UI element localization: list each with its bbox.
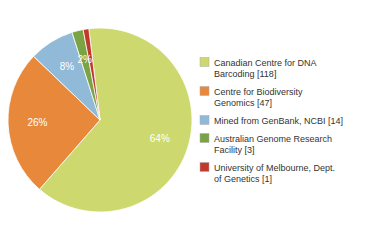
legend-item: Canadian Centre for DNABarcoding [118] [200, 58, 317, 79]
legend-label: Canadian Centre for DNABarcoding [118] [214, 58, 317, 79]
legend-label-line: Canadian Centre for DNA [214, 58, 317, 68]
legend-label-line: of Genetics [1] [214, 174, 272, 184]
legend-label-line: Centre for Biodiversity [214, 87, 303, 97]
legend-label-line: Mined from GenBank, NCBI [14] [214, 116, 343, 126]
slice-label: 8% [60, 61, 75, 72]
legend-label-line: Genomics [47] [214, 98, 272, 108]
legend-item: Centre for BiodiversityGenomics [47] [200, 87, 303, 108]
legend: Canadian Centre for DNABarcoding [118] Ce… [200, 58, 343, 184]
slice-label: 26% [27, 117, 47, 128]
legend-label: University of Melbourne, Dept.of Genetic… [214, 163, 335, 184]
slice-label: 2% [78, 54, 93, 65]
chart-svg: 64% 26% 8%2% Canadian Centre for DNABarcodi… [0, 0, 380, 240]
legend-label: Centre for BiodiversityGenomics [47] [214, 87, 303, 108]
legend-swatch [200, 134, 209, 143]
pie-labels: 64% 26% 8%2% [27, 54, 169, 144]
legend-swatch [200, 58, 209, 67]
legend-label-line: University of Melbourne, Dept. [214, 163, 335, 173]
legend-item: Australian Genome ResearchFacility [3] [200, 134, 332, 155]
chart-container: 64% 26% 8%2% Canadian Centre for DNABarcodi… [0, 0, 380, 240]
legend-label-line: Facility [3] [214, 145, 255, 155]
legend-label-line: Australian Genome Research [214, 134, 332, 144]
legend-swatch [200, 116, 209, 125]
legend-label: Australian Genome ResearchFacility [3] [214, 134, 332, 155]
legend-item: Mined from GenBank, NCBI [14] [200, 116, 343, 126]
legend-item: University of Melbourne, Dept.of Genetic… [200, 163, 335, 184]
legend-swatch [200, 87, 209, 96]
legend-label: Mined from GenBank, NCBI [14] [214, 116, 343, 126]
pie-slice [72, 30, 100, 120]
legend-swatch [200, 163, 209, 172]
pie [8, 28, 192, 212]
pie-slice [83, 29, 100, 120]
slice-label: 64% [150, 133, 170, 144]
legend-label-line: Barcoding [118] [214, 69, 276, 79]
